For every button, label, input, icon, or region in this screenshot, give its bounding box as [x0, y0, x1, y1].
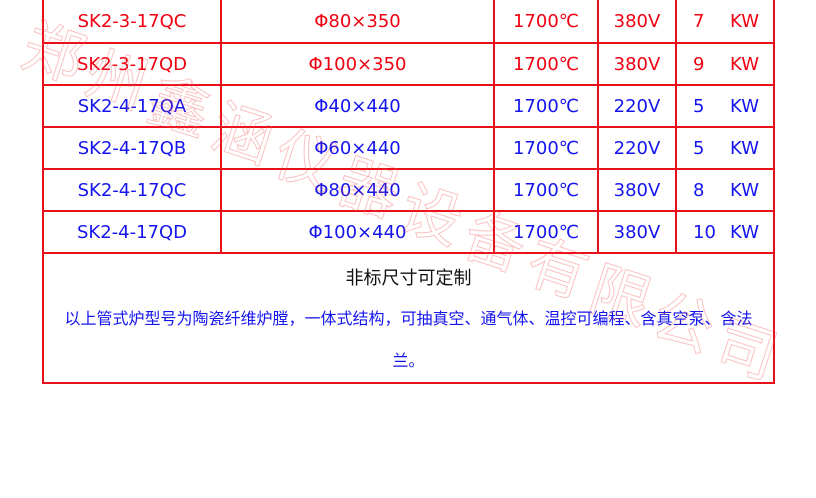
model-cell: SK2-4-17QA: [42, 84, 222, 128]
power-value: 8: [693, 179, 705, 201]
power-unit: KW: [730, 179, 759, 201]
temp-cell: 1700℃: [493, 84, 599, 128]
temp-cell: 1700℃: [493, 42, 599, 86]
temp-cell: 1700℃: [493, 126, 599, 170]
note-body: 以上管式炉型号为陶瓷纤维炉膛，一体式结构，可抽真空、通气体、温控可编程、含真空泵…: [64, 309, 753, 370]
temp-cell: 1700℃: [493, 0, 599, 44]
power-unit: KW: [730, 95, 759, 117]
power-cell: 9 KW: [675, 42, 775, 86]
model-cell: SK2-3-17QD: [42, 42, 222, 86]
note-row: 非标尺寸可定制 以上管式炉型号为陶瓷纤维炉膛，一体式结构，可抽真空、通气体、温控…: [42, 252, 775, 384]
power-value: 5: [693, 137, 705, 159]
power-unit: KW: [730, 221, 759, 243]
power-cell: 10 KW: [675, 210, 775, 254]
power-cell: 7 KW: [675, 0, 775, 44]
power-value: 7: [693, 10, 705, 32]
power-unit: KW: [730, 137, 759, 159]
table-row: SK2-4-17QA Φ40×440 1700℃ 220V 5 KW: [42, 84, 775, 128]
table-row: SK2-4-17QD Φ100×440 1700℃ 380V 10 KW: [42, 210, 775, 254]
model-cell: SK2-4-17QC: [42, 168, 222, 212]
power-value: 5: [693, 95, 705, 117]
temp-cell: 1700℃: [493, 210, 599, 254]
voltage-cell: 220V: [597, 126, 677, 170]
model-cell: SK2-3-17QC: [42, 0, 222, 44]
voltage-cell: 220V: [597, 84, 677, 128]
power-unit: KW: [730, 53, 759, 75]
model-cell: SK2-4-17QB: [42, 126, 222, 170]
power-unit: KW: [730, 10, 759, 32]
voltage-cell: 380V: [597, 168, 677, 212]
temp-cell: 1700℃: [493, 168, 599, 212]
size-cell: Φ100×350: [220, 42, 495, 86]
size-cell: Φ40×440: [220, 84, 495, 128]
note-cell: 非标尺寸可定制 以上管式炉型号为陶瓷纤维炉膛，一体式结构，可抽真空、通气体、温控…: [42, 252, 775, 384]
power-cell: 5 KW: [675, 126, 775, 170]
size-cell: Φ100×440: [220, 210, 495, 254]
table-row: SK2-4-17QB Φ60×440 1700℃ 220V 5 KW: [42, 126, 775, 170]
voltage-cell: 380V: [597, 42, 677, 86]
power-value: 10: [693, 221, 716, 243]
size-cell: Φ80×350: [220, 0, 495, 44]
table-row: SK2-3-17QD Φ100×350 1700℃ 380V 9 KW: [42, 42, 775, 86]
table-row: SK2-4-17QC Φ80×440 1700℃ 380V 8 KW: [42, 168, 775, 212]
voltage-cell: 380V: [597, 0, 677, 44]
power-cell: 8 KW: [675, 168, 775, 212]
model-cell: SK2-4-17QD: [42, 210, 222, 254]
voltage-cell: 380V: [597, 210, 677, 254]
power-cell: 5 KW: [675, 84, 775, 128]
spec-table: SK2-3-17QC Φ80×350 1700℃ 380V 7 KW SK2-3-1…: [42, 0, 775, 384]
table-row: SK2-3-17QC Φ80×350 1700℃ 380V 7 KW: [42, 0, 775, 44]
note-title: 非标尺寸可定制: [345, 268, 472, 289]
size-cell: Φ80×440: [220, 168, 495, 212]
power-value: 9: [693, 53, 705, 75]
size-cell: Φ60×440: [220, 126, 495, 170]
